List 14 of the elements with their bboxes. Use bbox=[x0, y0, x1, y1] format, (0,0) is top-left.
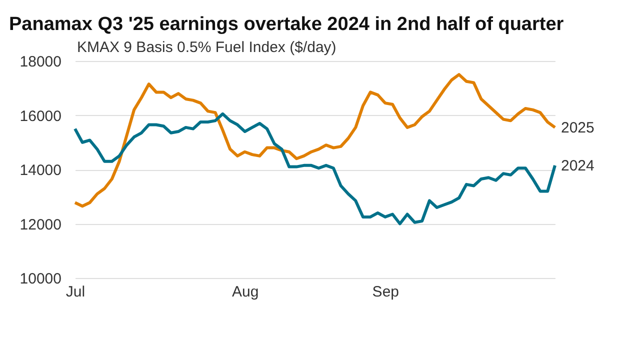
x-tick-label: Jul bbox=[66, 284, 86, 300]
series-label: 2024 bbox=[561, 157, 594, 174]
y-tick-label: 10000 bbox=[20, 270, 62, 288]
line-series bbox=[74, 73, 556, 208]
y-tick-label: 18000 bbox=[20, 54, 62, 70]
line-series bbox=[74, 112, 556, 226]
chart-title: Panamax Q3 '25 earnings overtake 2024 in 2nd half of quarter bbox=[9, 14, 564, 35]
y-tick-label: 12000 bbox=[20, 216, 62, 234]
y-tick-label: 14000 bbox=[20, 162, 62, 179]
series-label: 2025 bbox=[561, 119, 594, 136]
x-tick-label: Sep bbox=[372, 284, 400, 300]
x-tick-label: Aug bbox=[232, 284, 259, 300]
y-tick-label: 16000 bbox=[20, 108, 62, 125]
chart-subtitle: KMAX 9 Basis 0.5% Fuel Index ($/day) bbox=[77, 39, 336, 56]
